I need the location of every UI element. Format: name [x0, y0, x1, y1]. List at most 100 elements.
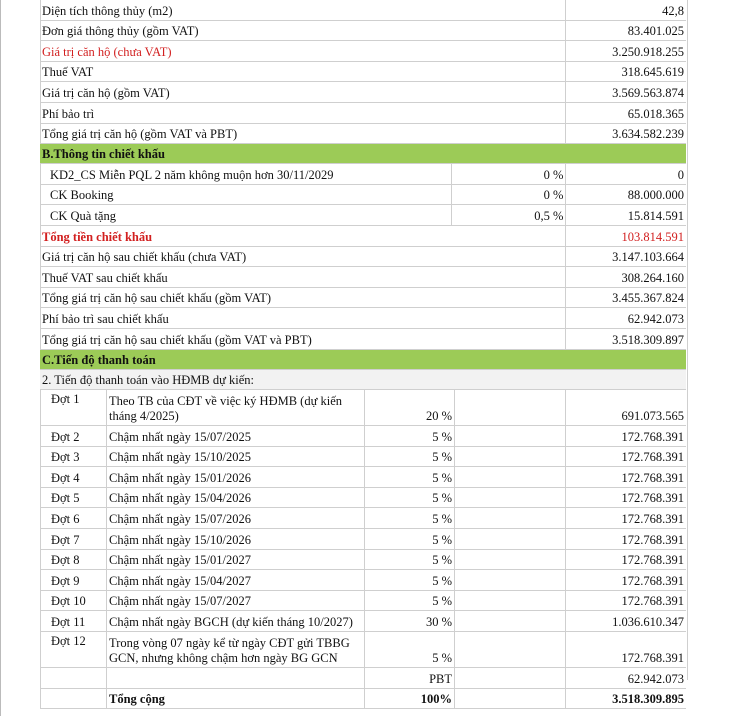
grand-total-label: Tổng cộng	[106, 688, 364, 709]
discount-label: CK Quà tặng	[50, 208, 116, 223]
installment-percent: 5 %	[364, 529, 454, 549]
installment-spacer	[454, 529, 565, 549]
discount-label: KD2_CS Miễn PQL 2 năm không muộn hơn 30/…	[50, 167, 334, 182]
installment-number: Đợt 8	[40, 549, 106, 570]
installment-percent: 30 %	[364, 611, 454, 632]
summary-value: 83.401.025	[565, 20, 686, 41]
installment-row: Đợt 5 Chậm nhất ngày 15/04/2026 5 % 172.768…	[40, 487, 686, 509]
section-b-header: B.Thông tin chiết khấu	[40, 144, 686, 165]
installment-description: Chậm nhất ngày 15/01/2026	[106, 467, 364, 487]
discount-row: KD2_CS Miễn PQL 2 năm không muộn hơn 30/…	[40, 164, 686, 185]
summary-row: Đơn giá thông thủy (gồm VAT) 83.401.025	[40, 20, 686, 42]
installment-amount: 691.073.565	[565, 390, 686, 426]
summary-row: Giá trị căn hộ (gồm VAT) 3.569.563.874	[40, 82, 686, 103]
summary-label: Thuế VAT	[42, 65, 94, 80]
installment-number: Đợt 10	[40, 590, 106, 611]
discount-total-row: Tổng tiền chiết khấu 103.814.591	[40, 225, 686, 247]
installment-description: Chậm nhất ngày 15/07/2027	[106, 590, 364, 611]
after-discount-row: Tổng giá trị căn hộ sau chiết khấu (gồm …	[40, 328, 686, 350]
discount-label: CK Booking	[50, 188, 114, 203]
page-left-border	[0, 0, 1, 716]
summary-row: Tổng giá trị căn hộ (gồm VAT và PBT) 3.63…	[40, 123, 686, 145]
installment-description: Chậm nhất ngày 15/10/2025	[106, 446, 364, 467]
installment-number: Đợt 9	[40, 570, 106, 590]
installment-percent: 5 %	[364, 549, 454, 570]
installment-number: Đợt 2	[40, 426, 106, 446]
installment-description: Trong vòng 07 ngày kể từ ngày CĐT gửi TB…	[106, 632, 364, 668]
installment-number: Đợt 11	[40, 611, 106, 632]
after-discount-value: 308.264.160	[565, 267, 686, 287]
table-frame	[40, 0, 688, 680]
discount-row: CK Quà tặng 0,5 % 15.814.591	[40, 205, 686, 226]
installment-amount: 172.768.391	[565, 467, 686, 487]
discount-total-value: 103.814.591	[565, 225, 686, 246]
after-discount-value: 3.455.367.824	[565, 287, 686, 308]
summary-label: Đơn giá thông thủy (gồm VAT)	[42, 24, 199, 39]
installment-description: Chậm nhất ngày 15/10/2026	[106, 529, 364, 549]
discount-list: KD2_CS Miễn PQL 2 năm không muộn hơn 30/…	[40, 164, 686, 226]
grand-total-pct: 100%	[364, 688, 454, 709]
installment-description: Chậm nhất ngày 15/04/2026	[106, 487, 364, 508]
installment-number: Đợt 12	[40, 632, 106, 668]
installment-amount: 172.768.391	[565, 529, 686, 549]
after-discount-row: Thuế VAT sau chiết khấu 308.264.160	[40, 267, 686, 288]
after-discount-label: Tổng giá trị căn hộ sau chiết khấu (gồm …	[42, 332, 312, 347]
installment-description: Chậm nhất ngày 15/07/2025	[106, 426, 364, 446]
section-c-subtitle: 2. Tiến độ thanh toán vào HĐMB dự kiến:	[42, 373, 254, 388]
installment-number: Đợt 4	[40, 467, 106, 487]
pbt-value: 62.942.073	[565, 668, 686, 688]
installment-amount: 172.768.391	[565, 426, 686, 446]
grand-total-value: 3.518.309.895	[565, 688, 686, 709]
installment-percent: 5 %	[364, 632, 454, 668]
grand-total-row: Tổng cộng 100% 3.518.309.895	[40, 688, 686, 710]
installment-number: Đợt 6	[40, 508, 106, 529]
installment-spacer	[454, 549, 565, 570]
installment-description: Chậm nhất ngày BGCH (dự kiến tháng 10/20…	[106, 611, 364, 632]
installment-amount: 172.768.391	[565, 590, 686, 611]
discount-percent: 0,5 %	[450, 205, 566, 225]
installment-row: Đợt 1 Theo TB của CĐT về việc ký HĐMB (dự…	[40, 390, 686, 427]
installment-row: Đợt 4 Chậm nhất ngày 15/01/2026 5 % 172.768…	[40, 467, 686, 488]
discount-value: 15.814.591	[565, 205, 686, 225]
installment-percent: 5 %	[364, 467, 454, 487]
section-c-title: C.Tiến độ thanh toán	[42, 352, 156, 367]
installment-spacer	[454, 590, 565, 611]
installment-row: Đợt 8 Chậm nhất ngày 15/01/2027 5 % 172.768…	[40, 549, 686, 571]
discount-value: 88.000.000	[565, 184, 686, 205]
section-c-subtitle-row: 2. Tiến độ thanh toán vào HĐMB dự kiến:	[40, 369, 686, 391]
after-discount-row: Phí bảo trì sau chiết khấu 62.942.073	[40, 308, 686, 329]
summary-row: Diện tích thông thủy (m2) 42,8	[40, 0, 686, 21]
summary-value: 3.634.582.239	[565, 123, 686, 144]
after-discount-row: Tổng giá trị căn hộ sau chiết khấu (gồm …	[40, 287, 686, 309]
summary-label: Phí bảo trì	[42, 106, 95, 121]
after-discount-section: Giá trị căn hộ sau chiết khấu (chưa VAT)…	[40, 246, 686, 350]
installment-amount: 172.768.391	[565, 508, 686, 529]
installment-spacer	[454, 390, 565, 426]
installment-number: Đợt 5	[40, 487, 106, 508]
installment-spacer	[454, 467, 565, 487]
installment-description: Chậm nhất ngày 15/07/2026	[106, 508, 364, 529]
summary-value: 318.645.619	[565, 61, 686, 82]
installment-row: Đợt 12 Trong vòng 07 ngày kể từ ngày CĐT …	[40, 632, 686, 669]
after-discount-row: Giá trị căn hộ sau chiết khấu (chưa VAT)…	[40, 246, 686, 268]
summary-label: Giá trị căn hộ (chưa VAT)	[42, 44, 172, 59]
installment-spacer	[454, 632, 565, 668]
installment-percent: 5 %	[364, 590, 454, 611]
installment-row: Đợt 10 Chậm nhất ngày 15/07/2027 5 % 172.76…	[40, 590, 686, 612]
summary-row: Giá trị căn hộ (chưa VAT) 3.250.918.255	[40, 41, 686, 62]
installment-amount: 172.768.391	[565, 632, 686, 668]
after-discount-label: Thuế VAT sau chiết khấu	[42, 270, 168, 285]
summary-value: 42,8	[565, 0, 686, 20]
payment-schedule: Đợt 1 Theo TB của CĐT về việc ký HĐMB (dự…	[40, 390, 686, 669]
installment-row: Đợt 7 Chậm nhất ngày 15/10/2026 5 % 172.768…	[40, 529, 686, 550]
installment-percent: 5 %	[364, 508, 454, 529]
installment-amount: 172.768.391	[565, 446, 686, 467]
summary-row: Thuế VAT 318.645.619	[40, 61, 686, 83]
summary-label: Giá trị căn hộ (gồm VAT)	[42, 85, 170, 100]
installment-percent: 5 %	[364, 487, 454, 508]
installment-amount: 1.036.610.347	[565, 611, 686, 632]
installment-description: Theo TB của CĐT về việc ký HĐMB (dự kiến…	[106, 390, 364, 426]
installment-description: Chậm nhất ngày 15/01/2027	[106, 549, 364, 570]
installment-number: Đợt 1	[40, 390, 106, 426]
installment-row: Đợt 6 Chậm nhất ngày 15/07/2026 5 % 172.768…	[40, 508, 686, 530]
